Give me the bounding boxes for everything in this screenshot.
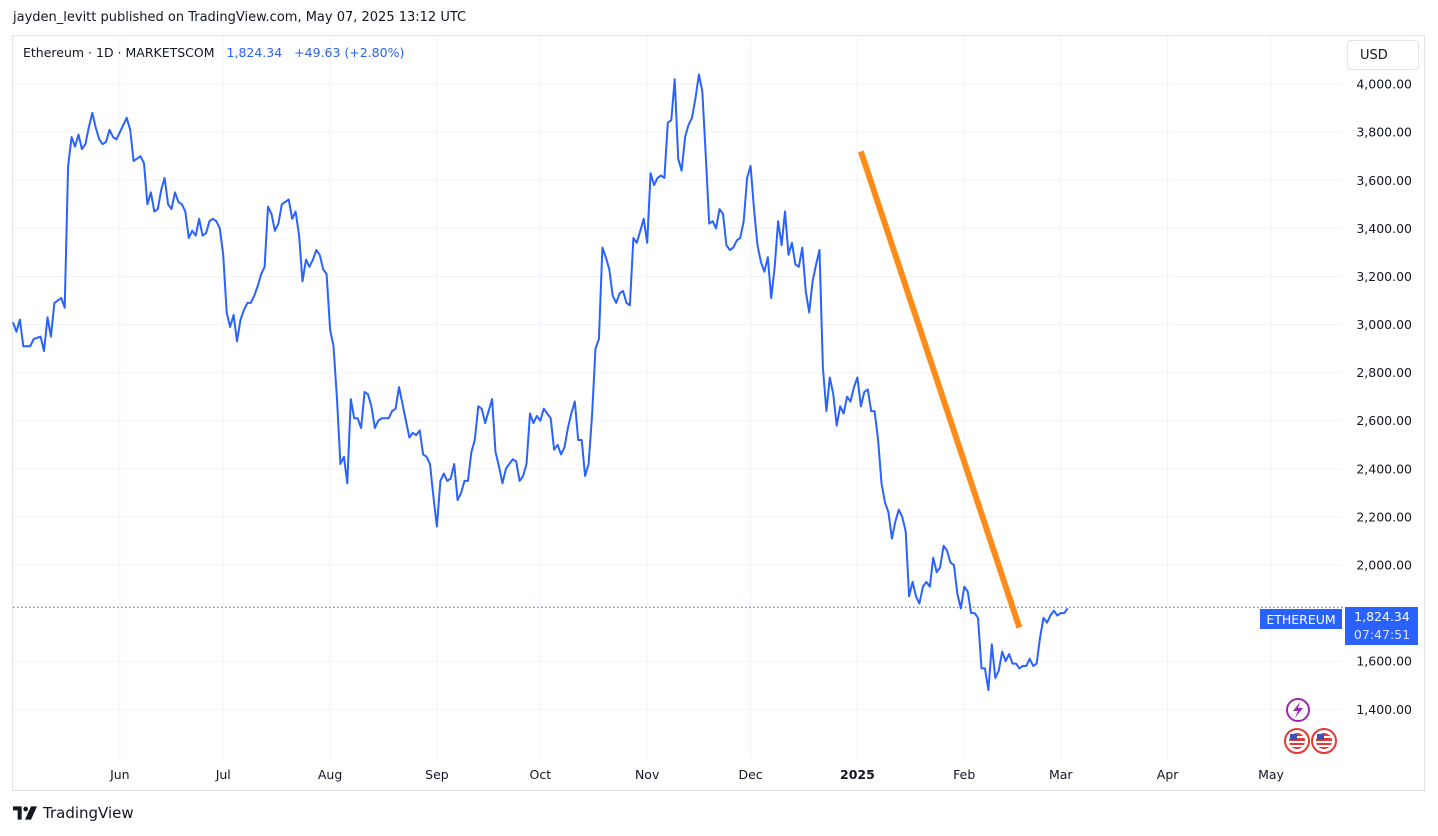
x-tick-label: Dec [738,767,762,782]
series-line [12,73,1069,692]
x-tick-label: Sep [425,767,449,782]
price-label: 1,824.34 [1354,609,1410,624]
x-tick-label: Aug [318,767,342,782]
series-label-bg [1260,609,1342,629]
brand-name: TradingView [43,804,134,822]
y-tick-label: 2,000.00 [1356,558,1412,573]
tradingview-brand[interactable]: TradingView [13,804,134,822]
symbol-legend[interactable]: Ethereum · 1D · MARKETSCOM 1,824.34 +49.… [23,45,404,60]
y-axis[interactable]: 1,400.00 1,600.00 2,000.00 2,200.00 2,400.00… [1356,77,1412,717]
lightning-event-icon[interactable] [1286,698,1310,722]
y-tick-label: 3,000.00 [1356,317,1412,332]
y-tick-label: 3,400.00 [1356,221,1412,236]
x-tick-label: Oct [530,767,552,782]
x-tick-label: Feb [953,767,975,782]
y-tick-label: 3,200.00 [1356,269,1412,284]
y-tick-label: 1,600.00 [1356,654,1412,669]
x-tick-label: Nov [635,767,660,782]
y-tick-label: 2,600.00 [1356,413,1412,428]
us-flag-event-icon[interactable] [1311,728,1337,754]
legend-change: +49.63 (+2.80%) [294,45,405,60]
legend-price: 1,824.34 [226,45,283,60]
y-tick-label: 3,800.00 [1356,125,1412,140]
events[interactable] [1284,698,1337,754]
y-tick-label: 3,600.00 [1356,173,1412,188]
y-tick-label: 2,200.00 [1356,509,1412,524]
x-tick-label: Jul [215,767,231,782]
y-tick-label: 4,000.00 [1356,77,1412,92]
y-tick-label: 1,400.00 [1356,702,1412,717]
symbol-name[interactable]: Ethereum · 1D · MARKETSCOM [23,45,215,60]
publish-info: jayden_levitt published on TradingView.c… [13,10,467,25]
price-label-bg [1345,607,1418,645]
us-flag-event-icon[interactable] [1284,728,1310,754]
x-tick-label: Mar [1049,767,1073,782]
price-tag: ETHEREUM 1,824.34 07:47:51 [1260,607,1418,645]
trendline-layer[interactable] [858,150,1023,629]
tradingview-logo-icon [13,806,37,820]
x-tick-label: 2025 [840,767,875,782]
chart-frame [12,35,1425,791]
series-layer [12,73,1069,692]
y-tick-label: 2,800.00 [1356,365,1412,380]
trendline-drawing[interactable] [858,150,1023,629]
x-axis[interactable]: Jun Jul Aug Sep Oct Nov Dec 2025 Feb Mar Apr May [109,767,1284,782]
x-tick-label: Apr [1157,767,1179,782]
y-tick-label: 2,400.00 [1356,461,1412,476]
x-tick-label: May [1258,767,1284,782]
countdown-label: 07:47:51 [1354,627,1410,642]
series-label: ETHEREUM [1266,612,1335,627]
x-tick-label: Jun [109,767,130,782]
currency-button[interactable]: USD [1347,40,1419,70]
